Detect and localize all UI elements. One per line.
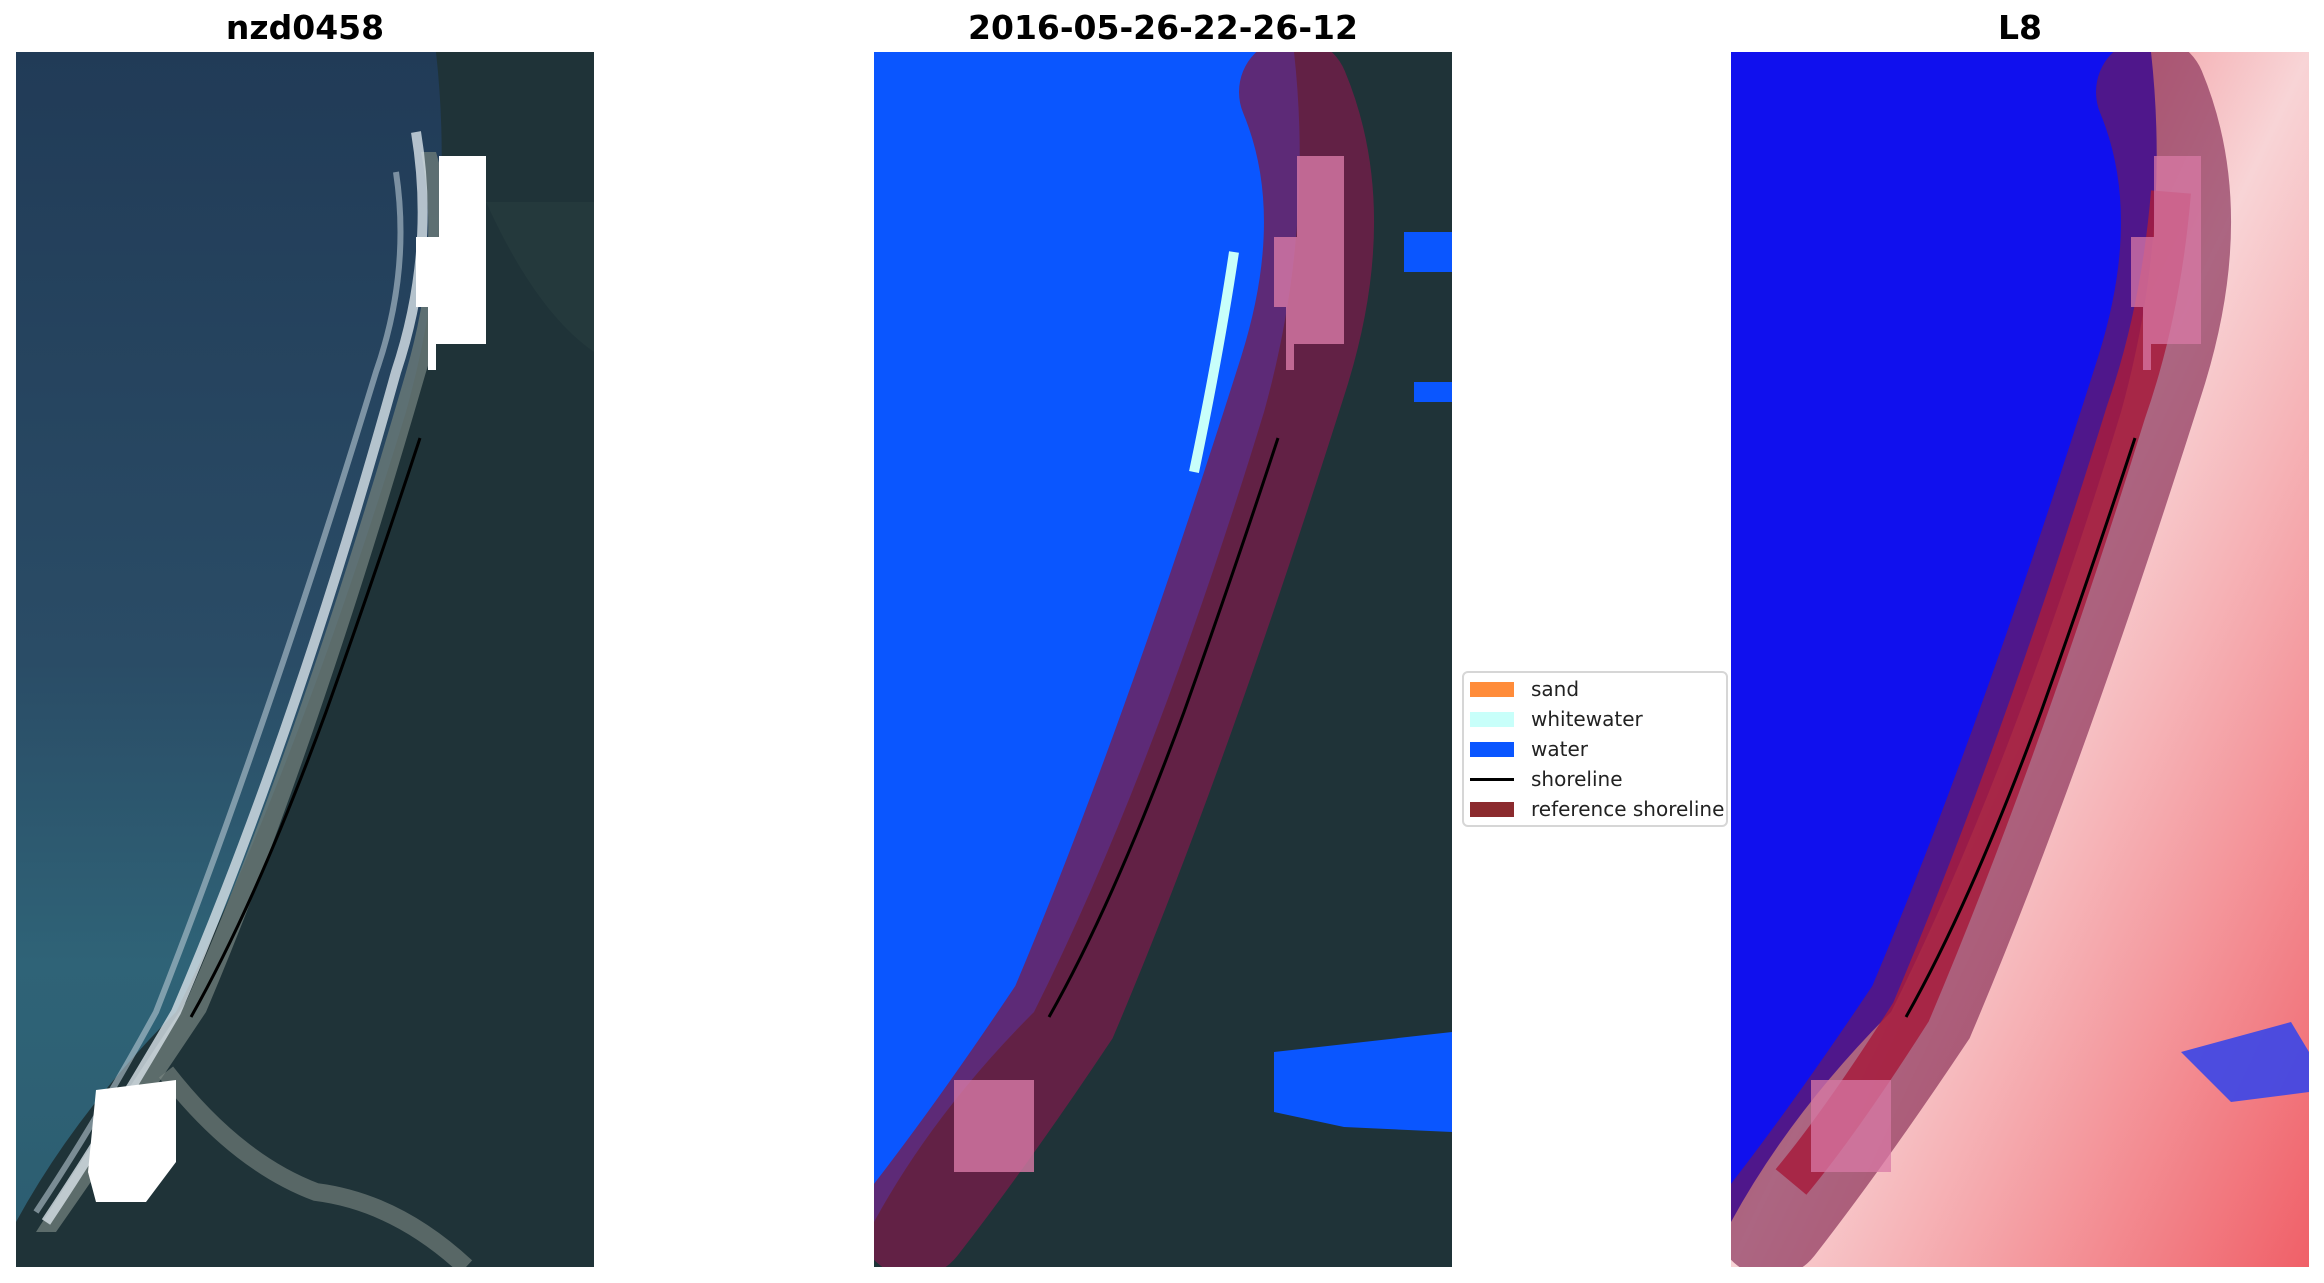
panel-title-classified: 2016-05-26-22-26-12 [968, 8, 1358, 47]
legend-label: whitewater [1531, 707, 1643, 731]
legend-item-water: water [1470, 737, 1588, 761]
index-image-svg [1731, 52, 2309, 1267]
index-image [1731, 52, 2309, 1267]
legend-swatch-whitewater [1470, 711, 1514, 727]
panel-title-index: L8 [1998, 8, 2042, 47]
legend-label: sand [1531, 677, 1580, 701]
panel-title-rgb: nzd0458 [225, 8, 385, 47]
legend-label: shoreline [1531, 767, 1623, 791]
legend-swatch-water [1470, 741, 1514, 757]
legend-label: reference shoreline [1531, 797, 1725, 821]
legend: sand whitewater water shoreline referenc… [1462, 671, 1728, 827]
legend-swatch-sand [1470, 681, 1514, 697]
legend-item-reference-shoreline: reference shoreline [1470, 797, 1725, 821]
legend-swatch-reference-shoreline [1470, 801, 1514, 817]
classified-image-svg [874, 52, 1452, 1267]
legend-line-shoreline [1470, 777, 1514, 781]
legend-label: water [1531, 737, 1588, 761]
legend-item-shoreline: shoreline [1470, 767, 1623, 791]
legend-item-whitewater: whitewater [1470, 707, 1643, 731]
legend-item-sand: sand [1470, 677, 1580, 701]
rgb-satellite-image [16, 52, 594, 1267]
rgb-image-svg [16, 52, 594, 1267]
classified-image [874, 52, 1452, 1267]
